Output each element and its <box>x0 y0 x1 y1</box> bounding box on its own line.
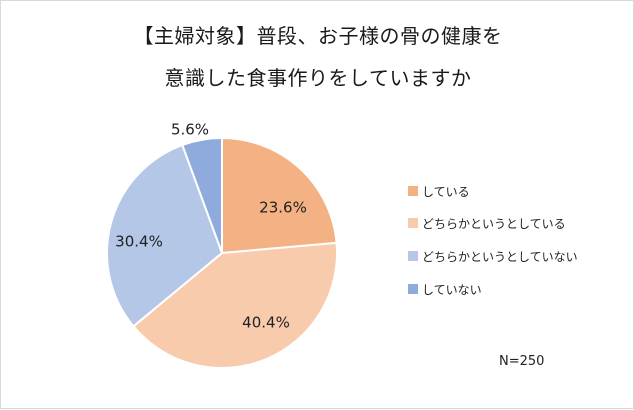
data-label-shiteiru: 23.6% <box>259 199 307 217</box>
data-label-dochiraka-shiteinai: 30.4% <box>115 233 163 251</box>
pie-slice-shiteiru <box>221 136 338 255</box>
legend-label-shiteinai: していない <box>422 282 482 297</box>
data-label-shiteinai: 5.6% <box>171 121 209 139</box>
legend-item-dochiraka-shiteiru: どちらかというとしている <box>408 215 566 231</box>
legend-label-shiteiru: している <box>422 184 470 199</box>
pie-slice-dochiraka-shiteinai <box>106 143 224 328</box>
legend-item-shiteiru: している <box>408 183 470 199</box>
legend-label-dochiraka-shiteinai: どちらかというとしていない <box>422 249 578 264</box>
data-label-dochiraka-shiteiru: 40.4% <box>242 314 290 332</box>
sample-size-note: N=250 <box>499 354 545 369</box>
pie-slice-shiteinai <box>181 136 223 254</box>
legend-item-shiteinai: していない <box>408 281 482 297</box>
legend-swatch-shiteinai <box>408 284 418 294</box>
pie-slice-dochiraka-shiteiru <box>131 241 338 369</box>
legend-swatch-shiteiru <box>408 186 418 196</box>
chart-title-line-1: 【主婦対象】普段、お子様の骨の健康を <box>133 24 503 48</box>
legend-item-dochiraka-shiteinai: どちらかというとしていない <box>408 248 578 264</box>
legend-label-dochiraka-shiteiru: どちらかというとしている <box>422 216 566 231</box>
legend-swatch-dochiraka-shiteinai <box>408 251 418 261</box>
chart-title-line-2: 意識した食事作りをしていますか <box>164 66 472 90</box>
legend-swatch-dochiraka-shiteiru <box>408 218 418 228</box>
